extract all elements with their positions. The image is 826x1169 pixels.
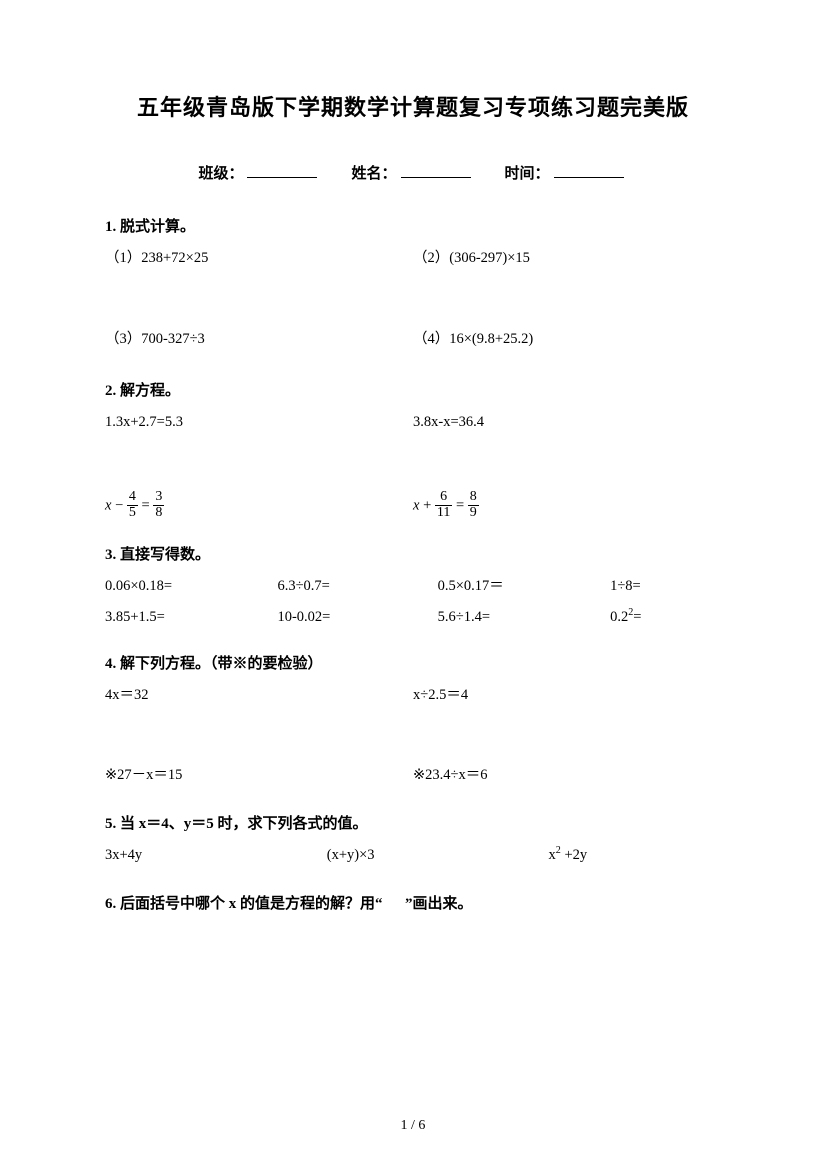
s2-row2: x − 45 = 38 x + 611 = 89 [105,491,721,521]
s4-row2: ※27－x＝15 ※23.4÷x＝6 [105,763,721,788]
s1-row2: （3）700-327÷3 （4）16×(9.8+25.2) [105,327,721,352]
page-number: 1 / 6 [0,1118,826,1134]
s5-row: 3x+4y (x+y)×3 x2 +2y [105,843,721,868]
s4-e1: 4x＝32 [105,683,413,708]
section1-heading: 1. 脱式计算。 [105,215,721,236]
s6-heading-a: 6. 后面括号中哪个 x 的值是方程的解？用“ [105,896,383,912]
s1-row1: （1）238+72×25 （2）(306-297)×15 [105,246,721,271]
s3-r2c1: 3.85+1.5= [105,605,277,630]
s2-f1: x − 45 = 38 [105,491,413,521]
s3-row1: 0.06×0.18= 6.3÷0.7= 0.5×0.17＝ 1÷8= [105,574,721,599]
s4-e3: ※27－x＝15 [105,763,413,788]
section6-heading: 6. 后面括号中哪个 x 的值是方程的解？用“ ”画出来。 [105,892,721,913]
name-blank [401,177,471,178]
s3-r2c2: 10-0.02= [277,605,437,630]
s4-row1: 4x＝32 x÷2.5＝4 [105,683,721,708]
s1-p1: （1）238+72×25 [105,246,413,271]
page-title: 五年级青岛版下学期数学计算题复习专项练习题完美版 [105,90,721,122]
s1-p2: （2）(306-297)×15 [413,246,721,271]
s2-f1-frac2: 38 [153,490,164,520]
s2-f2-n2: 8 [468,490,479,505]
s3-r1c2: 6.3÷0.7= [277,574,437,599]
s2-e1: 1.3x+2.7=5.3 [105,410,413,435]
s3-row2: 3.85+1.5= 10-0.02= 5.6÷1.4= 0.22= [105,605,721,630]
s3-r1c4: 1÷8= [610,574,721,599]
s2-f1-frac1: 45 [127,490,138,520]
section3-heading: 3. 直接写得数。 [105,543,721,564]
s5-e2: (x+y)×3 [327,843,549,868]
s2-f2-n1: 6 [435,490,452,505]
section5-heading: 5. 当 x＝4、y＝5 时，求下列各式的值。 [105,812,721,833]
s2-f1-d1: 5 [127,505,138,521]
s2-f2-frac1: 611 [435,490,452,520]
s1-p3: （3）700-327÷3 [105,327,413,352]
s6-heading-b: ”画出来。 [405,896,473,912]
section4-heading: 4. 解下列方程。（带※的要检验） [105,652,721,673]
s2-f1-d2: 8 [153,505,164,521]
s3-r1c3: 0.5×0.17＝ [438,574,610,599]
s2-row1: 1.3x+2.7=5.3 3.8x-x=36.4 [105,410,721,435]
s2-f2-eq: = [452,497,467,513]
s2-f2-d1: 11 [435,505,452,521]
s2-f1-n2: 3 [153,490,164,505]
s4-e4: ※23.4÷x＝6 [413,763,721,788]
time-label: 时间： [505,166,550,182]
s2-f2-d2: 9 [468,505,479,521]
s2-f1-op: − [111,497,126,513]
s5-e3: x2 +2y [549,843,721,868]
class-label: 班级： [198,166,243,182]
s2-f1-eq: = [138,497,153,513]
name-label: 姓名： [351,166,396,182]
info-row: 班级： 姓名： 时间： [105,162,721,183]
class-blank [247,177,317,178]
s3-r2c3: 5.6÷1.4= [438,605,610,630]
s5-e1: 3x+4y [105,843,327,868]
s2-f2-frac2: 89 [468,490,479,520]
s2-f2-op: + [419,497,434,513]
section2-heading: 2. 解方程。 [105,379,721,400]
s3-r2c4: 0.22= [610,605,721,630]
s1-p4: （4）16×(9.8+25.2) [413,327,721,352]
s2-f2: x + 611 = 89 [413,491,721,521]
time-blank [554,177,624,178]
s2-f1-n1: 4 [127,490,138,505]
s4-e2: x÷2.5＝4 [413,683,721,708]
s3-r1c1: 0.06×0.18= [105,574,277,599]
s2-e2: 3.8x-x=36.4 [413,410,721,435]
